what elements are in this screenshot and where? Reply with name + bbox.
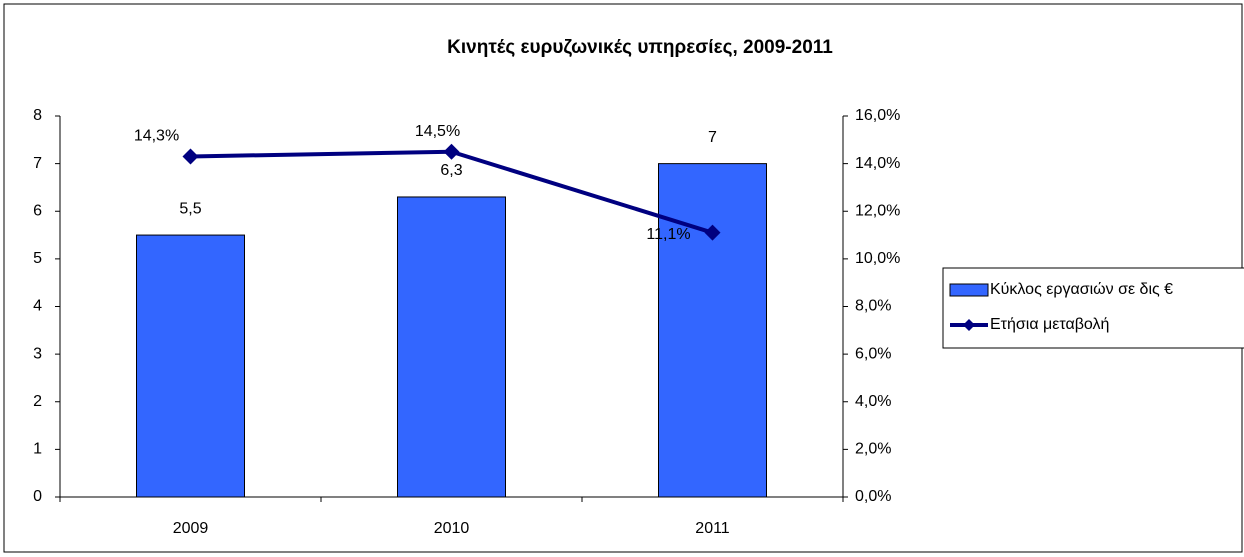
- y2-tick-label: 0,0%: [855, 488, 891, 505]
- y-tick-label: 8: [33, 107, 42, 124]
- bar-value-label: 5,5: [179, 200, 201, 217]
- x-tick-label: 2009: [173, 520, 209, 537]
- legend-swatch: [949, 283, 989, 297]
- y2-tick-label: 6,0%: [855, 345, 891, 362]
- line-marker: [443, 143, 460, 160]
- y-tick-label: 3: [33, 345, 42, 362]
- line-marker: [182, 148, 199, 165]
- y2-tick-label: 14,0%: [855, 155, 900, 172]
- x-tick-label: 2011: [695, 520, 730, 537]
- y-tick-label: 4: [33, 298, 42, 315]
- y-tick-label: 1: [33, 441, 42, 458]
- bar: [136, 234, 245, 498]
- y2-tick-label: 2,0%: [855, 441, 891, 458]
- y2-tick-label: 16,0%: [855, 107, 900, 124]
- y-tick-label: 0: [33, 488, 42, 505]
- legend-label: Κύκλος εργασιών σε δις €: [990, 281, 1173, 298]
- legend-box: [942, 267, 1244, 349]
- y2-tick-label: 4,0%: [855, 393, 891, 410]
- legend-label: Ετήσια μεταβολή: [990, 316, 1109, 333]
- line-value-label: 14,3%: [134, 128, 179, 145]
- bar: [658, 163, 767, 498]
- line-value-label: 11,1%: [646, 226, 690, 243]
- line-marker: [704, 224, 721, 241]
- y-tick-label: 2: [33, 393, 42, 410]
- y2-tick-label: 8,0%: [855, 298, 891, 315]
- y-tick-label: 5: [33, 250, 42, 267]
- chart-title: Κινητές ευρυζωνικές υπηρεσίες, 2009-2011: [447, 37, 833, 58]
- bar-value-label: 7: [708, 129, 717, 146]
- x-tick-label: 2010: [434, 520, 470, 537]
- y-tick-label: 7: [33, 155, 42, 172]
- legend-marker: [963, 319, 975, 331]
- y2-tick-label: 10,0%: [855, 250, 900, 267]
- bar: [397, 196, 506, 498]
- y2-tick-label: 12,0%: [855, 202, 900, 219]
- y-tick-label: 6: [33, 202, 42, 219]
- line-value-label: 14,5%: [415, 123, 460, 140]
- bar-value-label: 6,3: [440, 162, 462, 179]
